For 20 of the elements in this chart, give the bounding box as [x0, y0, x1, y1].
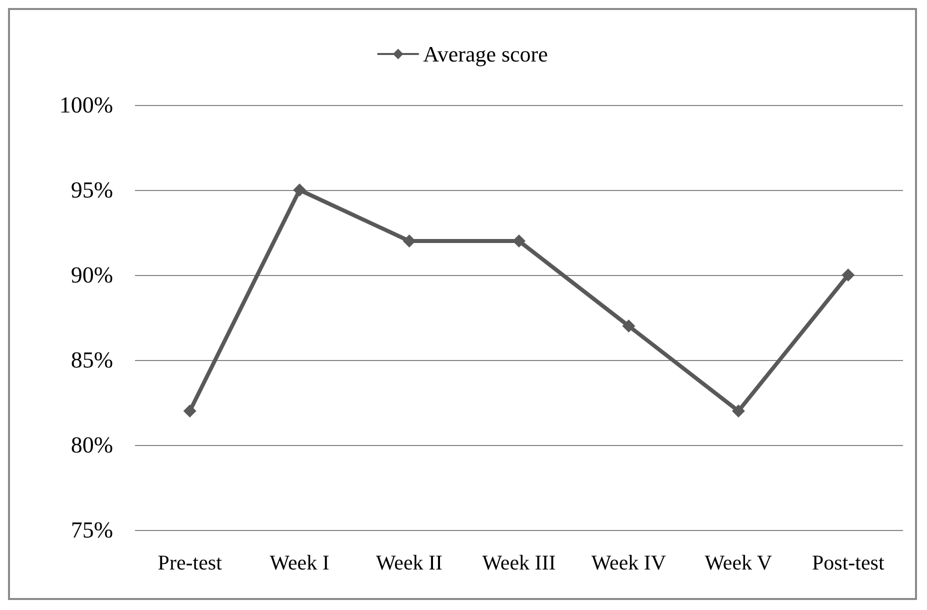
x-tick-label: Week III [482, 550, 556, 574]
x-tick-label: Pre-test [158, 550, 222, 574]
y-tick-label: 90% [70, 262, 113, 288]
x-tick-label: Post-test [812, 550, 884, 574]
y-tick-label: 95% [70, 178, 113, 202]
x-tick-label: Week II [376, 550, 443, 574]
point [402, 234, 416, 248]
x-tick-label: Week V [704, 550, 772, 574]
point [732, 404, 745, 418]
point [183, 404, 196, 418]
x-tick-label: Week I [270, 550, 330, 574]
point [842, 268, 855, 282]
y-tick-label: 100% [59, 92, 113, 118]
legend-label: Average score [423, 42, 548, 66]
y-tick-label: 80% [70, 432, 113, 458]
y-tick-label: 85% [70, 348, 113, 372]
point [622, 320, 636, 332]
y-tick-label: 75% [70, 518, 113, 542]
x-tick-label: Week IV [591, 550, 666, 574]
point [293, 184, 306, 196]
